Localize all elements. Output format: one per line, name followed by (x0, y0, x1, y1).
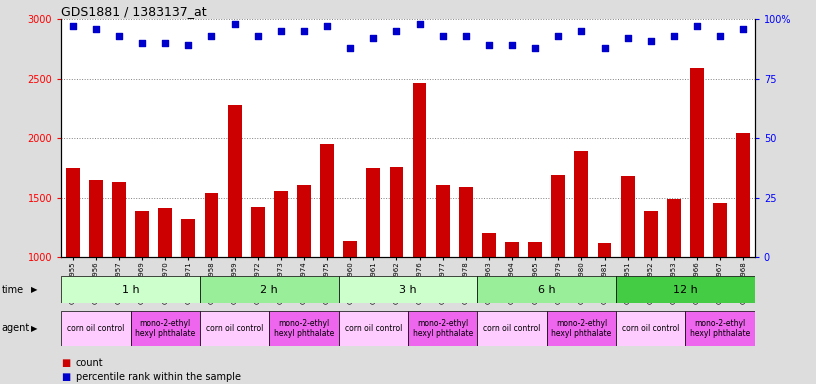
Bar (297, 185, 311, 376)
Bar (61, 276, 200, 303)
Point (251, 33, 264, 39)
Bar (61, 311, 131, 346)
Text: 1 h: 1 h (122, 285, 140, 295)
Bar (269, 311, 339, 346)
Bar (482, 233, 496, 376)
Point (621, 35, 634, 41)
Point (228, 21, 241, 27)
Bar (616, 276, 755, 303)
Bar (228, 105, 242, 376)
Bar (413, 83, 427, 376)
Point (135, 40, 149, 46)
Text: GDS1881 / 1383137_at: GDS1881 / 1383137_at (61, 5, 206, 18)
Point (574, 28, 588, 34)
Point (66, 23, 79, 30)
Point (274, 28, 287, 34)
Point (598, 45, 611, 51)
Text: 2 h: 2 h (260, 285, 278, 295)
Point (182, 42, 195, 48)
Text: corn oil control: corn oil control (483, 324, 541, 333)
Point (366, 35, 379, 41)
Point (459, 33, 472, 39)
Point (667, 33, 681, 39)
Bar (320, 144, 334, 376)
Text: corn oil control: corn oil control (344, 324, 402, 333)
Bar (459, 187, 472, 376)
Bar (339, 276, 477, 303)
Text: ▶: ▶ (31, 324, 38, 333)
Bar (389, 167, 403, 376)
Bar (690, 68, 704, 376)
Point (482, 42, 495, 48)
Text: 3 h: 3 h (399, 285, 417, 295)
Text: percentile rank within the sample: percentile rank within the sample (76, 372, 241, 382)
Bar (574, 151, 588, 376)
Bar (251, 207, 264, 376)
Point (297, 28, 310, 34)
Point (529, 45, 542, 51)
Point (713, 33, 726, 39)
Text: mono-2-ethyl
hexyl phthalate: mono-2-ethyl hexyl phthalate (135, 319, 195, 338)
Bar (200, 276, 339, 303)
Text: mono-2-ethyl
hexyl phthalate: mono-2-ethyl hexyl phthalate (274, 319, 334, 338)
Bar (339, 311, 408, 346)
Bar (616, 311, 685, 346)
Bar (112, 182, 126, 376)
Text: count: count (76, 358, 104, 368)
Text: agent: agent (2, 323, 30, 333)
Text: ■: ■ (61, 358, 70, 368)
Bar (477, 276, 616, 303)
Text: 12 h: 12 h (673, 285, 698, 295)
Bar (736, 134, 750, 376)
Text: mono-2-ethyl
hexyl phthalate: mono-2-ethyl hexyl phthalate (690, 319, 750, 338)
Bar (274, 190, 288, 376)
Point (505, 42, 518, 48)
Text: corn oil control: corn oil control (67, 324, 125, 333)
Bar (685, 311, 755, 346)
Text: mono-2-ethyl
hexyl phthalate: mono-2-ethyl hexyl phthalate (413, 319, 472, 338)
Bar (528, 242, 542, 376)
Point (390, 28, 403, 34)
Bar (597, 243, 611, 376)
Bar (552, 175, 565, 376)
Text: corn oil control: corn oil control (206, 324, 264, 333)
Point (737, 26, 750, 32)
Bar (366, 168, 380, 376)
Text: ▶: ▶ (31, 285, 38, 295)
Point (690, 23, 703, 30)
Bar (135, 211, 149, 376)
Bar (713, 202, 727, 376)
Bar (200, 311, 269, 346)
Bar (547, 311, 616, 346)
Point (158, 40, 171, 46)
Bar (505, 242, 519, 376)
Point (644, 38, 657, 44)
Bar (158, 209, 172, 376)
Bar (408, 311, 477, 346)
Bar (66, 168, 80, 376)
Point (205, 33, 218, 39)
Bar (644, 211, 658, 376)
Point (344, 45, 357, 51)
Point (552, 33, 565, 39)
Bar (667, 199, 681, 376)
Bar (181, 219, 195, 376)
Bar (344, 241, 357, 376)
Bar (205, 193, 219, 376)
Point (413, 21, 426, 27)
Bar (436, 185, 450, 376)
Text: time: time (2, 285, 24, 295)
Point (321, 23, 334, 30)
Bar (477, 311, 547, 346)
Text: ■: ■ (61, 372, 70, 382)
Point (436, 33, 449, 39)
Text: mono-2-ethyl
hexyl phthalate: mono-2-ethyl hexyl phthalate (552, 319, 611, 338)
Point (113, 33, 126, 39)
Text: 6 h: 6 h (538, 285, 556, 295)
Point (89, 26, 102, 32)
Bar (131, 311, 200, 346)
Text: corn oil control: corn oil control (622, 324, 680, 333)
Bar (621, 176, 635, 376)
Bar (89, 180, 103, 376)
